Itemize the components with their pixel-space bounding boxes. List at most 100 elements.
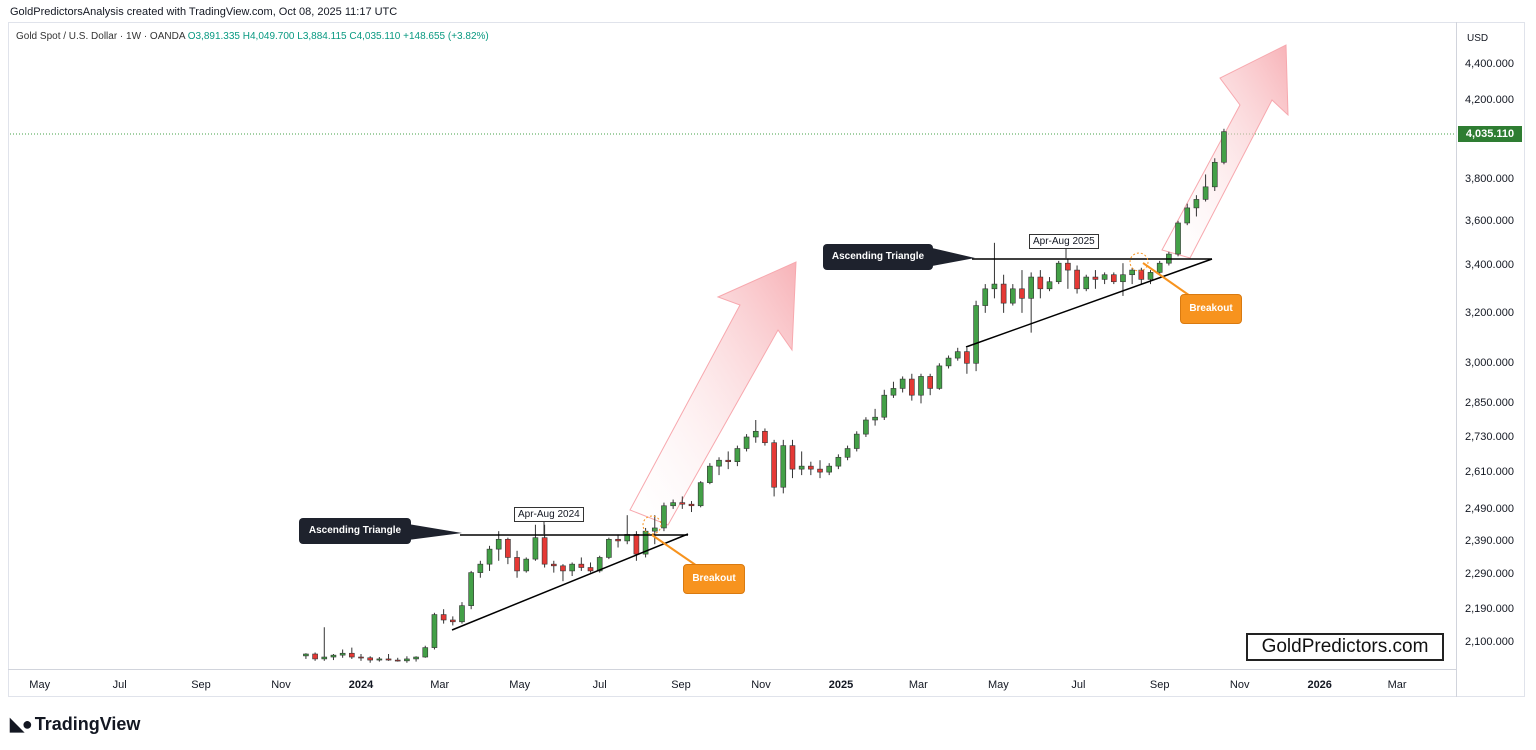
candle[interactable]: [716, 457, 722, 476]
candle[interactable]: [486, 545, 493, 571]
candle[interactable]: [587, 562, 594, 573]
candle[interactable]: [459, 602, 465, 624]
candle[interactable]: [661, 502, 667, 532]
candle[interactable]: [532, 524, 539, 561]
candle[interactable]: [1083, 274, 1090, 292]
candle[interactable]: [1211, 158, 1218, 191]
candle[interactable]: [1046, 277, 1053, 292]
candle[interactable]: [1193, 195, 1200, 217]
candle[interactable]: [431, 612, 438, 650]
candle[interactable]: [303, 653, 309, 659]
candle[interactable]: [505, 537, 511, 565]
candle[interactable]: [321, 627, 328, 661]
candle[interactable]: [817, 460, 823, 479]
candle[interactable]: [1055, 260, 1062, 285]
tradingview-footer-logo[interactable]: ◣● TradingView: [10, 714, 140, 735]
breakout-1-label[interactable]: Breakout: [683, 564, 745, 594]
candle[interactable]: [330, 653, 337, 661]
candle[interactable]: [789, 439, 796, 479]
candle[interactable]: [514, 550, 520, 578]
candle[interactable]: [890, 381, 897, 398]
candle[interactable]: [863, 417, 869, 437]
candle[interactable]: [358, 653, 364, 661]
candle[interactable]: [1110, 272, 1117, 285]
candle[interactable]: [615, 534, 621, 548]
candle[interactable]: [954, 347, 961, 361]
candle[interactable]: [523, 557, 530, 573]
candle[interactable]: [422, 645, 429, 658]
candle[interactable]: [762, 428, 768, 446]
candle[interactable]: [578, 557, 585, 571]
candle[interactable]: [844, 445, 851, 461]
period-2-label[interactable]: Apr-Aug 2025: [1029, 234, 1099, 249]
breakout-2-label[interactable]: Breakout: [1180, 294, 1242, 324]
candle[interactable]: [376, 657, 383, 662]
candle[interactable]: [1156, 260, 1163, 275]
candle[interactable]: [826, 463, 832, 476]
candle[interactable]: [688, 501, 695, 513]
candle[interactable]: [385, 653, 392, 661]
candle[interactable]: [1129, 267, 1135, 285]
candle[interactable]: [1175, 220, 1181, 257]
candle[interactable]: [606, 537, 612, 560]
candle[interactable]: [725, 451, 732, 470]
triangle-1-label[interactable]: Ascending Triangle: [299, 518, 411, 544]
candle[interactable]: [550, 560, 557, 573]
candle[interactable]: [1101, 272, 1108, 285]
candle[interactable]: [560, 564, 566, 582]
candle[interactable]: [468, 570, 474, 610]
candle[interactable]: [651, 515, 658, 545]
candle[interactable]: [752, 419, 759, 443]
candle[interactable]: [771, 439, 777, 497]
candle[interactable]: [872, 408, 878, 426]
candle[interactable]: [1092, 270, 1099, 289]
candle[interactable]: [367, 656, 373, 663]
candle[interactable]: [477, 560, 484, 578]
candle[interactable]: [881, 389, 888, 420]
candle[interactable]: [918, 373, 924, 404]
candle[interactable]: [991, 242, 998, 299]
candle[interactable]: [1019, 270, 1025, 313]
candle[interactable]: [780, 439, 787, 494]
candle[interactable]: [743, 434, 750, 452]
candle[interactable]: [697, 481, 704, 508]
candle[interactable]: [982, 284, 989, 313]
candle[interactable]: [973, 300, 979, 372]
candle[interactable]: [1010, 284, 1016, 306]
candle[interactable]: [1074, 265, 1080, 294]
symbol-legend[interactable]: Gold Spot / U.S. Dollar · 1W · OANDA O3,…: [16, 31, 489, 42]
candle[interactable]: [1028, 272, 1034, 333]
candle[interactable]: [734, 445, 741, 467]
candle[interactable]: [450, 616, 456, 626]
candle[interactable]: [495, 531, 502, 561]
candle[interactable]: [541, 524, 548, 568]
candle[interactable]: [349, 647, 355, 659]
candle[interactable]: [440, 609, 447, 624]
candle[interactable]: [679, 496, 686, 509]
candle[interactable]: [569, 562, 575, 577]
candle[interactable]: [899, 376, 906, 393]
candle[interactable]: [394, 657, 401, 662]
candle[interactable]: [707, 463, 713, 485]
candle[interactable]: [964, 347, 970, 374]
candle[interactable]: [670, 499, 676, 509]
candle[interactable]: [1202, 174, 1209, 202]
candle[interactable]: [404, 656, 410, 663]
candle[interactable]: [909, 373, 915, 401]
triangle-2-label[interactable]: Ascending Triangle: [823, 244, 933, 270]
candle[interactable]: [945, 355, 952, 369]
candle[interactable]: [927, 373, 933, 396]
candle[interactable]: [1037, 270, 1044, 299]
candle[interactable]: [339, 649, 346, 658]
candle[interactable]: [808, 461, 814, 476]
candle[interactable]: [642, 527, 649, 558]
candle[interactable]: [1000, 274, 1007, 313]
candle[interactable]: [413, 656, 419, 662]
period-1-label[interactable]: Apr-Aug 2024: [514, 507, 584, 522]
candle[interactable]: [936, 363, 943, 390]
candle[interactable]: [798, 451, 805, 476]
currency-label[interactable]: USD: [1467, 33, 1489, 44]
candle[interactable]: [1138, 267, 1145, 285]
candle[interactable]: [312, 652, 318, 661]
